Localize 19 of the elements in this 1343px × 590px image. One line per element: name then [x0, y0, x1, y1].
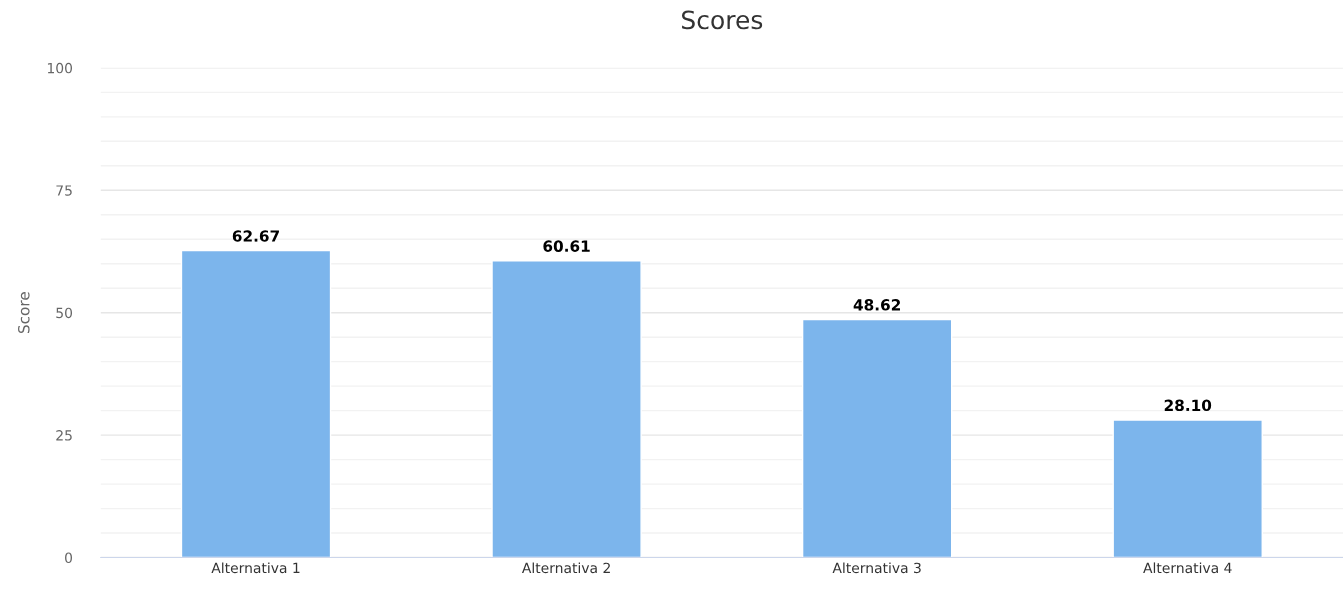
x-tick-label: Alternativa 2 [521, 562, 610, 574]
data-label: 62.67 [232, 230, 279, 242]
chart-title: Scores [681, 10, 763, 30]
y-tick-label: 0 [65, 552, 73, 564]
x-tick-label: Alternativa 1 [211, 562, 300, 574]
data-label: 48.62 [853, 299, 900, 311]
data-label: 28.10 [1164, 399, 1212, 412]
bar [1112, 419, 1263, 558]
y-tick-label: 25 [56, 430, 72, 441]
bar [180, 249, 332, 558]
x-tick-label: Alternativa 3 [832, 562, 921, 574]
data-label: 60.61 [543, 240, 590, 252]
bar [491, 260, 642, 558]
y-tick-label: 75 [56, 185, 72, 196]
y-axis-title: Score [18, 292, 30, 334]
bar [801, 318, 953, 558]
y-tick-label: 50 [56, 307, 73, 319]
x-tick-label: Alternativa 4 [1143, 562, 1232, 574]
y-tick-label: 100 [47, 62, 73, 74]
